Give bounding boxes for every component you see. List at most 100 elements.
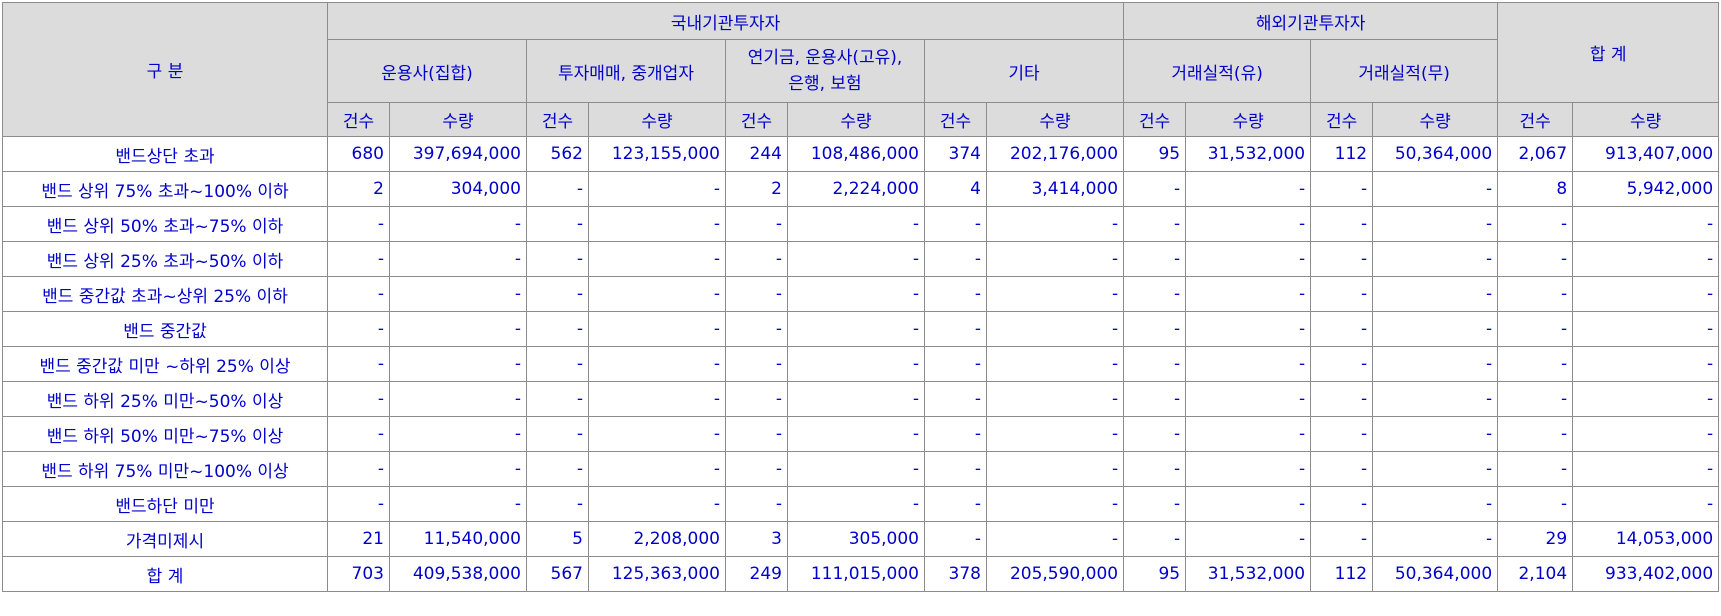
header-count: 건수 — [1310, 102, 1374, 137]
cell-count: - — [1310, 311, 1374, 347]
cell-count: - — [526, 311, 589, 347]
cell-quantity: - — [1372, 486, 1499, 522]
cell-count: - — [327, 486, 390, 522]
cell-count: - — [1123, 346, 1187, 382]
cell-quantity: - — [1372, 346, 1499, 382]
row-label: 밴드상단 초과 — [2, 136, 328, 172]
cell-quantity: - — [389, 381, 527, 417]
cell-count: - — [725, 486, 788, 522]
cell-quantity: - — [1185, 241, 1312, 277]
cell-count: - — [1123, 486, 1187, 522]
cell-quantity: - — [389, 206, 527, 242]
cell-count: 567 — [526, 556, 589, 592]
cell-quantity: 304,000 — [389, 171, 527, 207]
cell-quantity: - — [588, 241, 726, 277]
cell-quantity: - — [787, 241, 925, 277]
cell-quantity: - — [1572, 311, 1720, 347]
header-group-2: 연기금, 운용사(고유), 은행, 보험 — [725, 39, 925, 103]
header-quantity: 수량 — [1572, 102, 1720, 137]
cell-quantity: 933,402,000 — [1572, 556, 1720, 592]
cell-count: - — [1310, 381, 1374, 417]
cell-count: - — [327, 206, 390, 242]
cell-count: - — [327, 381, 390, 417]
header-count: 건수 — [1123, 102, 1187, 137]
cell-count: - — [1497, 381, 1574, 417]
table-header: 구 분 국내기관투자자 해외기관투자자 합 계 운용사(집합) 투자매매, 중개업… — [2, 2, 1720, 137]
header-group-3: 기타 — [923, 39, 1125, 103]
row-label: 밴드 상위 75% 초과~100% 이하 — [2, 171, 328, 207]
row-label: 밴드 중간값 초과~상위 25% 이하 — [2, 276, 328, 312]
cell-quantity: 125,363,000 — [588, 556, 726, 592]
cell-quantity: - — [588, 311, 726, 347]
cell-quantity: - — [1185, 276, 1312, 312]
cell-count: - — [1497, 241, 1574, 277]
cell-quantity: 123,155,000 — [588, 136, 726, 172]
cell-count: 112 — [1310, 136, 1374, 172]
cell-count: - — [1310, 521, 1374, 557]
cell-quantity: 50,364,000 — [1372, 136, 1499, 172]
cell-quantity: - — [588, 486, 726, 522]
cell-count: - — [1310, 451, 1374, 487]
header-count: 건수 — [327, 102, 390, 137]
cell-count: 249 — [725, 556, 788, 592]
table-row: 밴드상단 초과 680 397,694,000 562 123,155,000 244 10… — [2, 136, 1720, 172]
cell-count: - — [725, 206, 788, 242]
header-foreign-investors: 해외기관투자자 — [1123, 2, 1499, 40]
cell-count: - — [1310, 241, 1374, 277]
cell-count: - — [924, 206, 987, 242]
cell-count: 2,067 — [1497, 136, 1574, 172]
cell-count: - — [725, 311, 788, 347]
cell-count: - — [327, 451, 390, 487]
cell-quantity: - — [389, 486, 527, 522]
cell-count: - — [725, 346, 788, 382]
cell-quantity: - — [787, 206, 925, 242]
cell-quantity: - — [1572, 451, 1720, 487]
row-label: 밴드 상위 25% 초과~50% 이하 — [2, 241, 328, 277]
cell-quantity: - — [1372, 311, 1499, 347]
table-row: 밴드 상위 75% 초과~100% 이하 2 304,000- -2 2,224,000… — [2, 171, 1720, 207]
cell-count: - — [1123, 276, 1187, 312]
header-quantity: 수량 — [389, 102, 527, 137]
demand-forecast-table-container: 구 분 국내기관투자자 해외기관투자자 합 계 운용사(집합) 투자매매, 중개업… — [2, 2, 1720, 592]
cell-quantity: 14,053,000 — [1572, 521, 1720, 557]
table-row: 밴드 중간값 미만 ~하위 25% 이상 - - - - - - - - - - - - - - — [2, 346, 1720, 382]
cell-quantity: - — [787, 311, 925, 347]
cell-count: 3 — [725, 521, 788, 557]
cell-quantity: - — [1185, 521, 1312, 557]
table-row: 합 계 703 409,538,000 567 125,363,000 249 111,01… — [2, 556, 1720, 592]
header-count: 건수 — [1497, 102, 1574, 137]
cell-quantity: 202,176,000 — [985, 136, 1125, 172]
cell-count: 4 — [924, 171, 987, 207]
cell-count: - — [725, 276, 788, 312]
cell-count: - — [1497, 486, 1574, 522]
row-label: 밴드 하위 25% 미만~50% 이상 — [2, 381, 328, 417]
cell-quantity: 305,000 — [787, 521, 925, 557]
cell-count: - — [924, 521, 987, 557]
cell-count: 2 — [327, 171, 390, 207]
cell-count: - — [924, 276, 987, 312]
cell-count: - — [1310, 171, 1374, 207]
cell-count: 95 — [1123, 136, 1187, 172]
cell-count: - — [1123, 381, 1187, 417]
cell-count: - — [1310, 486, 1374, 522]
cell-count: - — [1123, 241, 1187, 277]
cell-count: - — [924, 346, 987, 382]
cell-quantity: - — [1185, 206, 1312, 242]
cell-count: 378 — [924, 556, 987, 592]
cell-count: - — [924, 416, 987, 452]
table-row: 밴드 중간값 초과~상위 25% 이하 - - - - - - - - - - - - - - — [2, 276, 1720, 312]
cell-quantity: - — [985, 241, 1125, 277]
demand-forecast-table: 구 분 국내기관투자자 해외기관투자자 합 계 운용사(집합) 투자매매, 중개업… — [2, 2, 1720, 592]
header-quantity: 수량 — [588, 102, 726, 137]
cell-quantity: - — [1572, 416, 1720, 452]
cell-quantity: - — [1185, 381, 1312, 417]
cell-count: 680 — [327, 136, 390, 172]
cell-quantity: - — [985, 451, 1125, 487]
cell-count: - — [1123, 416, 1187, 452]
cell-quantity: - — [1372, 241, 1499, 277]
header-group-5: 거래실적(무) — [1310, 39, 1499, 103]
cell-count: 29 — [1497, 521, 1574, 557]
cell-quantity: - — [985, 276, 1125, 312]
cell-quantity: 2,224,000 — [787, 171, 925, 207]
cell-count: - — [1123, 521, 1187, 557]
